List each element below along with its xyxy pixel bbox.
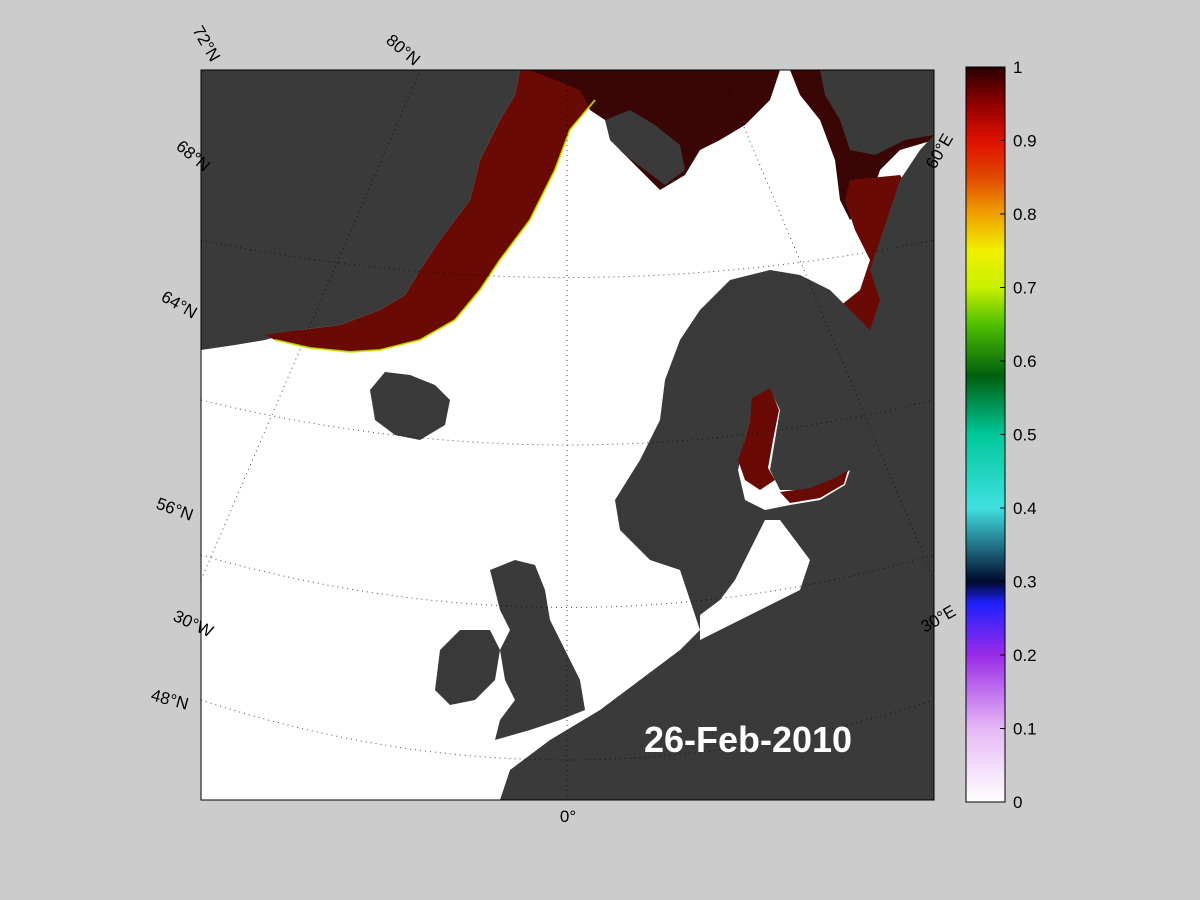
colorbar-tick-label: 0.3 bbox=[1013, 573, 1037, 592]
novaya-zemlya-landmass bbox=[820, 70, 934, 155]
lat-label-80n: 80°N bbox=[382, 31, 423, 70]
lon-label-0: 0° bbox=[560, 807, 576, 826]
lat-label-56n: 56°N bbox=[154, 494, 196, 525]
scandinavia-russia-landmass bbox=[500, 135, 934, 800]
greenland-landmass bbox=[201, 70, 520, 350]
gulf-of-bothnia-ice bbox=[738, 388, 779, 490]
ice-edge-greenland bbox=[274, 99, 596, 354]
gulf-of-finland-ice bbox=[780, 470, 848, 503]
colorbar-tick-label: 0.8 bbox=[1013, 205, 1037, 224]
colorbar-tick-label: 1 bbox=[1013, 58, 1022, 77]
baltic-sea-water bbox=[700, 520, 810, 640]
svalbard-landmass bbox=[605, 110, 685, 185]
colorbar-gradient bbox=[965, 66, 1006, 803]
graticule bbox=[201, 70, 934, 800]
colorbar-tick-label: 0 bbox=[1013, 793, 1022, 812]
colorbar-tick-label: 0.5 bbox=[1013, 426, 1037, 445]
colorbar-tick-label: 0.4 bbox=[1013, 499, 1037, 518]
colorbar-tick-label: 0.2 bbox=[1013, 646, 1037, 665]
colorbar-tick-label: 0.9 bbox=[1013, 132, 1037, 151]
greenland-coastal-ice bbox=[265, 70, 600, 352]
colorbar: 1 0.9 0.8 0.7 0.6 0.5 0.4 0.3 0.2 0.1 0 bbox=[965, 58, 1037, 812]
colorbar-tick-label: 0.6 bbox=[1013, 352, 1037, 371]
iceland-landmass bbox=[370, 372, 450, 440]
lat-label-64n: 64°N bbox=[158, 287, 200, 322]
colorbar-tick-label: 0.1 bbox=[1013, 720, 1037, 739]
map-frame bbox=[200, 69, 935, 801]
lat-label-72n: 72°N bbox=[189, 23, 224, 65]
ireland-landmass bbox=[435, 630, 500, 705]
lat-label-48n: 48°N bbox=[149, 686, 191, 714]
great-britain-landmass bbox=[490, 560, 585, 740]
colorbar-tick-label: 0.7 bbox=[1013, 279, 1037, 298]
map-panel: 26-Feb-2010 bbox=[200, 69, 935, 801]
colorbar-ticks: 1 0.9 0.8 0.7 0.6 0.5 0.4 0.3 0.2 0.1 0 bbox=[1000, 58, 1037, 812]
date-label: 26-Feb-2010 bbox=[644, 719, 852, 760]
